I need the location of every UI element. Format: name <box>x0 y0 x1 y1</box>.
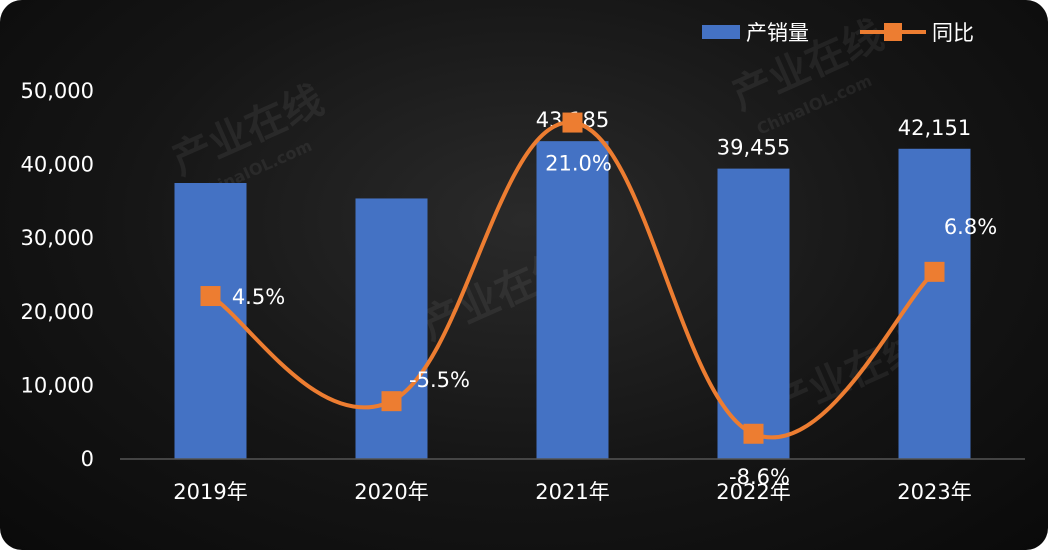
line-data-label: 6.8% <box>944 215 997 239</box>
legend-label-bar: 产销量 <box>746 21 809 45</box>
line-marker <box>381 391 402 412</box>
x-axis-ticks: 2019年 2020年 2021年 2022年 2023年 <box>173 480 971 504</box>
bar-series <box>174 141 971 460</box>
legend: 产销量 同比 <box>702 21 974 45</box>
bar <box>717 168 790 459</box>
bar <box>536 141 609 460</box>
line-marker <box>200 286 221 307</box>
bar <box>355 198 428 459</box>
y-tick-label: 40,000 <box>21 153 94 177</box>
line-data-label: -8.6% <box>729 465 790 489</box>
y-tick-label: 50,000 <box>21 79 94 103</box>
y-tick-label: 10,000 <box>21 373 94 397</box>
x-tick-label: 2022年 <box>716 480 790 504</box>
line-data-label: 21.0% <box>545 152 612 176</box>
legend-label-line: 同比 <box>932 21 974 45</box>
bar-data-label: 39,455 <box>717 136 790 160</box>
bar <box>174 183 247 459</box>
line-marker <box>562 112 583 133</box>
bar-data-label: 42,151 <box>898 116 971 140</box>
legend-swatch-marker <box>884 23 902 41</box>
legend-swatch-bar <box>702 25 740 39</box>
x-tick-label: 2019年 <box>173 480 247 504</box>
y-tick-label: 0 <box>81 447 94 471</box>
line-marker <box>924 261 945 282</box>
line-data-labels: 4.5% -5.5% 21.0% -8.6% 6.8% <box>232 152 997 489</box>
y-axis-ticks: 0 10,000 20,000 30,000 40,000 50,000 <box>21 79 94 471</box>
line-series <box>200 112 945 444</box>
line-data-label: 4.5% <box>232 285 285 309</box>
y-tick-label: 30,000 <box>21 226 94 250</box>
x-tick-label: 2021年 <box>535 480 609 504</box>
line-data-label: -5.5% <box>409 368 470 392</box>
x-tick-label: 2023年 <box>897 480 971 504</box>
x-tick-label: 2020年 <box>354 480 428 504</box>
line-marker <box>743 423 764 444</box>
y-tick-label: 20,000 <box>21 300 94 324</box>
